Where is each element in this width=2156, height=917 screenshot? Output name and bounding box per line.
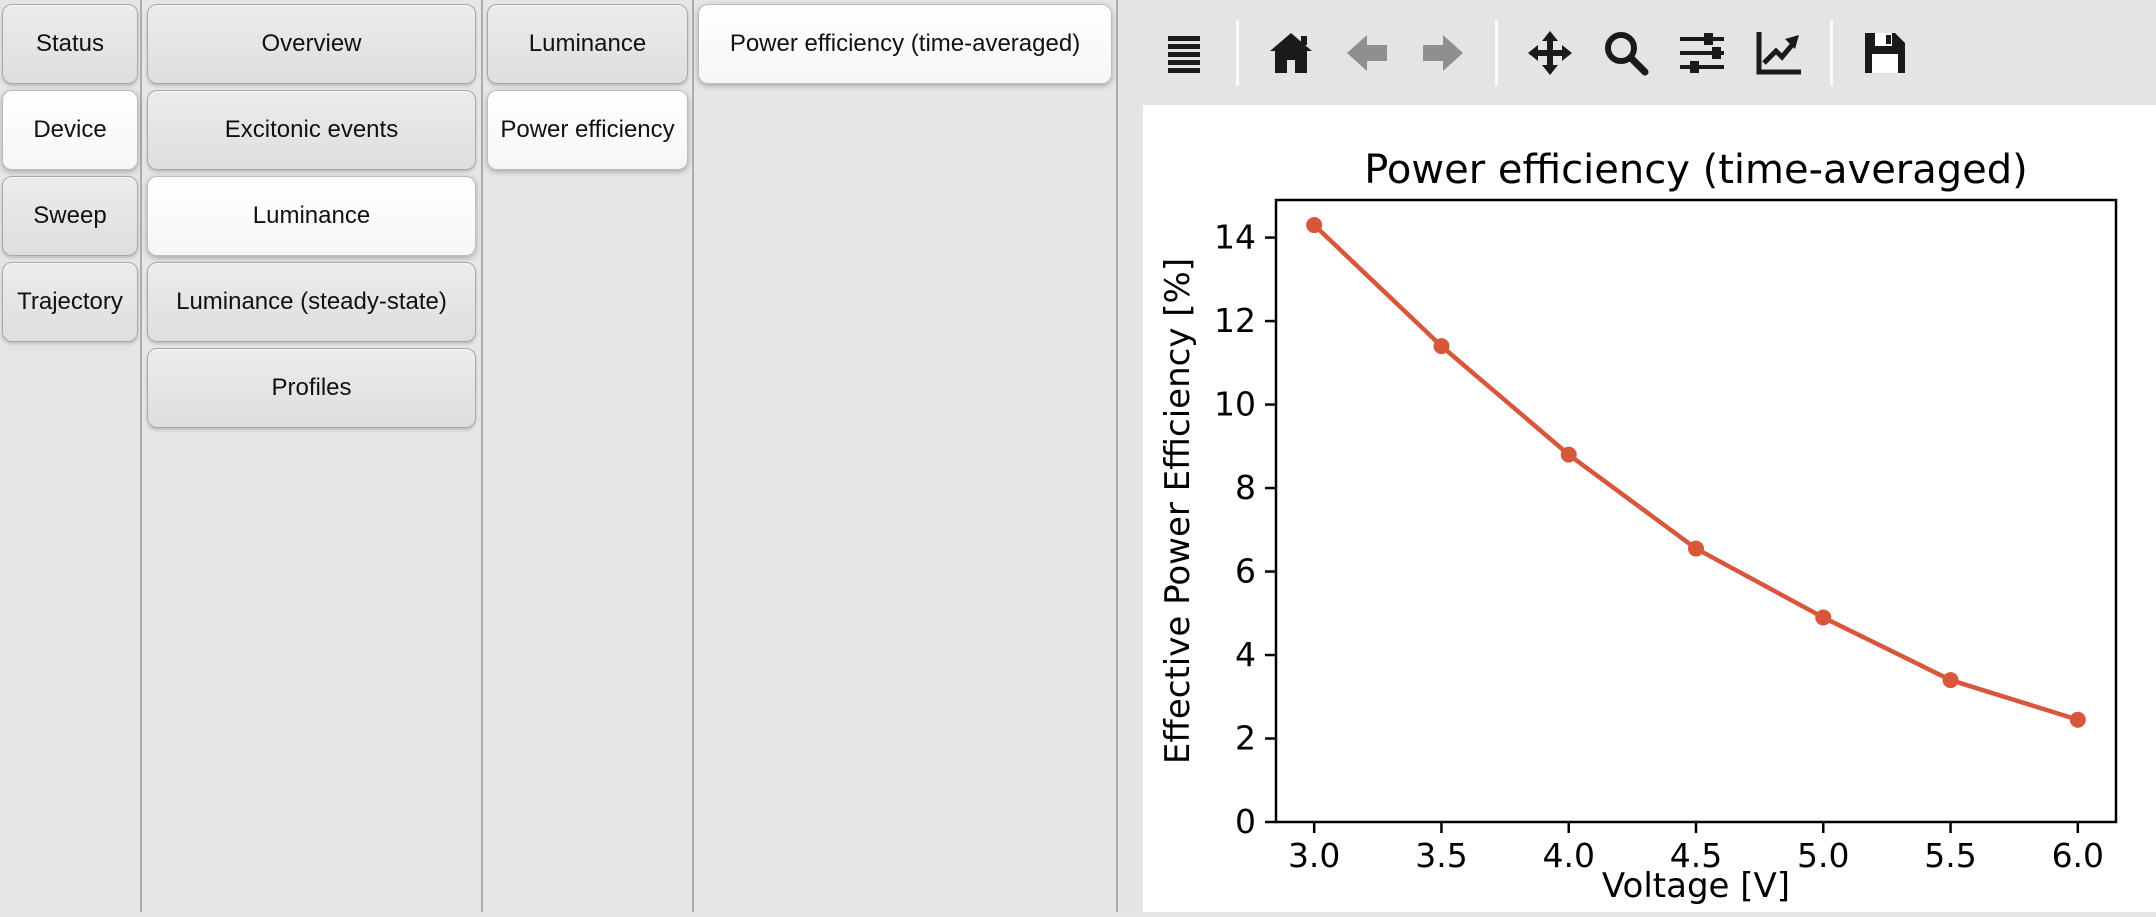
svg-text:8: 8 [1235,468,1256,507]
tab-device[interactable]: Device [2,90,138,170]
plot-panel: 3.0 3.5 4.0 4.5 5.0 5.5 6.0 0 2 4 6 8 10 12 14 Power ef… [1116,0,2156,912]
tab-status[interactable]: Status [2,4,138,84]
tab-luminance-sub[interactable]: Luminance [487,4,688,84]
tab-profiles[interactable]: Profiles [147,348,476,428]
back-icon[interactable] [1343,27,1391,79]
svg-text:4: 4 [1235,635,1256,674]
tab-excitonic-events[interactable]: Excitonic events [147,90,476,170]
svg-text:6: 6 [1235,552,1256,591]
save-icon[interactable] [1861,27,1909,79]
tab-power-efficiency[interactable]: Power efficiency [487,90,688,170]
forward-icon[interactable] [1419,27,1467,79]
nav-level1-column: Status Device Sweep Trajectory [0,0,140,912]
svg-text:Power efficiency (time-average: Power efficiency (time-averaged) [1364,147,2028,193]
zoom-icon[interactable] [1602,27,1650,79]
chart-canvas[interactable]: 3.0 3.5 4.0 4.5 5.0 5.5 6.0 0 2 4 6 8 10 12 14 Power ef… [1143,105,2156,912]
nav-level3-column: Luminance Power efficiency [481,0,692,912]
svg-text:4.5: 4.5 [1670,836,1722,875]
tab-power-efficiency-time-averaged[interactable]: Power efficiency (time-averaged) [698,4,1112,84]
svg-text:0: 0 [1235,802,1256,841]
tab-luminance[interactable]: Luminance [147,176,476,256]
plot-toolbar [1118,0,2156,105]
home-icon[interactable] [1267,27,1315,79]
svg-text:3.0: 3.0 [1288,836,1340,875]
svg-text:14: 14 [1214,218,1256,257]
nav-level2-column: Overview Excitonic events Luminance Lumi… [140,0,481,912]
svg-text:3.5: 3.5 [1415,836,1467,875]
svg-text:12: 12 [1214,301,1256,340]
subplots-icon[interactable] [1678,27,1726,79]
pan-icon[interactable] [1526,27,1574,79]
svg-text:2: 2 [1235,719,1256,758]
toolbar-separator [1830,19,1833,86]
svg-text:Effective Power Efficiency [%]: Effective Power Efficiency [%] [1158,258,1198,764]
svg-text:10: 10 [1214,385,1256,424]
tab-sweep[interactable]: Sweep [2,176,138,256]
svg-text:6.0: 6.0 [2052,836,2104,875]
toolbar-separator [1236,19,1239,86]
menu-icon[interactable] [1160,27,1208,79]
tab-trajectory[interactable]: Trajectory [2,262,138,342]
toolbar-separator [1495,19,1498,86]
tab-luminance-steady-state[interactable]: Luminance (steady-state) [147,262,476,342]
svg-text:5.0: 5.0 [1797,836,1849,875]
figure-area: 3.0 3.5 4.0 4.5 5.0 5.5 6.0 0 2 4 6 8 10 12 14 Power ef… [1143,105,2156,912]
svg-text:Voltage [V]: Voltage [V] [1602,866,1790,906]
customize-axes-icon[interactable] [1754,27,1802,79]
tab-overview[interactable]: Overview [147,4,476,84]
svg-text:5.5: 5.5 [1924,836,1976,875]
svg-text:4.0: 4.0 [1542,836,1594,875]
nav-level4-column: Power efficiency (time-averaged) [692,0,1116,912]
